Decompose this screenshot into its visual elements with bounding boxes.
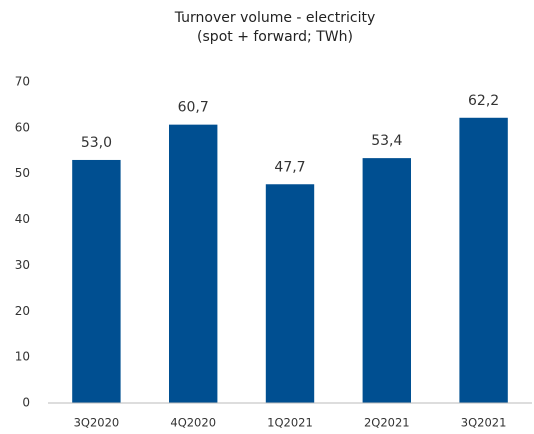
bar (169, 124, 218, 403)
bar (72, 159, 121, 403)
bar (265, 184, 315, 403)
x-tick-label: 3Q2020 (74, 416, 120, 430)
y-tick-label: 60 (15, 120, 30, 134)
y-tick-label: 0 (22, 396, 30, 410)
x-tick-label: 4Q2020 (170, 416, 216, 430)
bar (459, 117, 508, 404)
value-label: 47,7 (274, 159, 305, 175)
y-tick-label: 20 (15, 304, 30, 318)
value-label: 60,7 (178, 100, 209, 116)
chart-title: Turnover volume - electricity (174, 10, 375, 26)
chart-subtitle: (spot + forward; TWh) (197, 29, 353, 45)
x-tick-label: 1Q2021 (267, 416, 313, 430)
x-tick-label: 2Q2021 (364, 416, 410, 430)
y-tick-label: 40 (15, 212, 30, 226)
value-label: 53,0 (81, 135, 112, 151)
y-tick-label: 70 (15, 75, 30, 89)
bar (362, 158, 411, 403)
x-tick-label: 3Q2021 (461, 416, 507, 430)
y-tick-label: 30 (15, 258, 30, 272)
y-tick-label: 50 (15, 166, 30, 180)
value-label: 53,4 (371, 133, 402, 149)
y-tick-label: 10 (15, 350, 30, 364)
value-label: 62,2 (468, 93, 499, 109)
